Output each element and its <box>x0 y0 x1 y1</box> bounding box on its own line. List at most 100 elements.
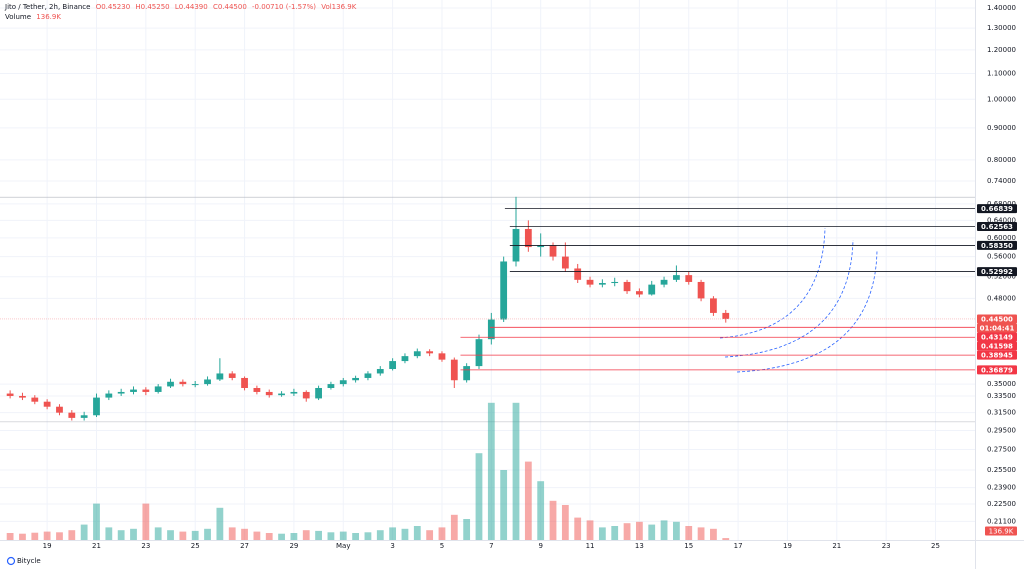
volume-bar <box>635 521 643 540</box>
candle-body <box>315 387 322 399</box>
header-row: Jito / Tether, 2h, Binance O0.45230 H0.4… <box>5 2 356 12</box>
candle-body <box>216 373 224 380</box>
arc <box>736 249 878 373</box>
y-tick-label: 0.27500 <box>987 446 1016 454</box>
y-tick-label: 0.35000 <box>987 380 1016 388</box>
x-tick-label: 19 <box>783 542 792 550</box>
ohlc-open: O0.45230 <box>95 3 131 11</box>
volume-bar <box>710 528 717 540</box>
x-tick-label: 29 <box>289 542 298 550</box>
ohlc-low: L0.44390 <box>174 3 208 11</box>
x-tick-label: 19 <box>43 542 52 550</box>
level-label-box <box>977 365 1017 375</box>
volume-bar <box>241 528 248 540</box>
volume-bar <box>216 507 224 540</box>
x-tick-label: 23 <box>882 542 891 550</box>
y-tick-label: 0.31500 <box>987 409 1016 417</box>
volume-bar <box>389 527 397 540</box>
volume-bar <box>68 530 76 540</box>
candle-body <box>623 281 631 292</box>
y-tick-label: 0.29500 <box>987 426 1016 434</box>
x-tick-label: 25 <box>931 542 940 550</box>
y-tick-label: 0.23900 <box>987 484 1016 492</box>
candle-body <box>241 377 248 388</box>
candle-body <box>228 373 236 378</box>
candle-body <box>574 268 582 280</box>
y-tick-label: 0.33500 <box>987 392 1016 400</box>
x-tick-label: 21 <box>832 542 841 550</box>
candle-body <box>80 415 88 418</box>
y-tick-label: 1.30000 <box>987 24 1016 32</box>
fib-speed-arcs <box>719 227 878 373</box>
candle-body <box>635 291 643 295</box>
candle-body <box>561 256 569 269</box>
volume-bar <box>475 453 483 540</box>
volume-label: 136.9K <box>989 528 1014 536</box>
candle-body <box>93 397 100 416</box>
y-tick-label: 1.40000 <box>987 4 1016 12</box>
price-change: -0.00710 (-1.57%) <box>252 3 316 11</box>
y-tick-label: 0.48000 <box>987 294 1016 302</box>
candle-body <box>142 389 150 392</box>
volume-bar <box>80 524 88 540</box>
candle-body <box>648 284 656 295</box>
volume-bar <box>623 523 631 540</box>
level-label-box <box>977 341 1017 351</box>
volume-bar <box>43 531 51 540</box>
chart-layer <box>0 0 975 540</box>
countdown-label-box <box>977 323 1017 333</box>
volume-bar <box>586 520 594 540</box>
candle-body <box>475 339 483 367</box>
candle-body <box>31 397 39 402</box>
candle-body <box>278 393 285 396</box>
candle-body <box>105 393 113 398</box>
candle-body <box>68 412 76 418</box>
level-label-box <box>977 350 1017 360</box>
volume-title: Volume <box>5 13 32 21</box>
volume-bar <box>413 526 421 540</box>
countdown-label: 01:04:41 <box>980 324 1015 332</box>
brand: Bitycle <box>6 556 41 566</box>
volume-bar <box>117 530 125 540</box>
volume-bar <box>463 519 471 540</box>
level-label-box <box>977 204 1017 214</box>
level-label: 0.38945 <box>981 352 1013 360</box>
level-label: 0.66839 <box>981 205 1013 213</box>
y-tick-label: 1.00000 <box>987 95 1016 103</box>
x-tick-label: 13 <box>635 542 644 550</box>
volume-label-box <box>985 526 1017 536</box>
level-label: 0.52992 <box>981 268 1013 276</box>
candle-body <box>586 279 594 285</box>
ohlc-close: C0.44500 <box>212 3 247 11</box>
candle-body <box>611 281 619 284</box>
candle-body <box>685 275 693 282</box>
candle-body <box>487 319 495 340</box>
volume-bar <box>253 531 261 540</box>
volume-bar <box>574 517 582 540</box>
candle-body <box>327 384 335 388</box>
brand-text: Bitycle <box>17 557 41 565</box>
volume-bar <box>598 527 606 540</box>
candle-body <box>389 361 397 370</box>
y-tick-label: 0.22500 <box>987 500 1016 508</box>
candle-body <box>598 283 606 285</box>
candle-body <box>500 261 508 320</box>
volume-bar <box>487 402 495 540</box>
y-tick-label: 1.10000 <box>987 69 1016 77</box>
volume-bar <box>673 521 680 540</box>
candle-body <box>253 387 261 392</box>
y-tick-label: 0.52000 <box>987 273 1016 281</box>
volume-bar <box>302 530 310 540</box>
candle-body <box>43 401 51 407</box>
candle-body <box>710 298 717 313</box>
ohlc-high: H0.45250 <box>135 3 170 11</box>
candle-body <box>352 377 359 381</box>
overlay-layer: 1.40000 1.30000 1.20000 1.10000 1.00000 0.900… <box>0 4 1017 550</box>
current-price-label-box <box>977 314 1017 324</box>
candle-body <box>130 389 137 392</box>
x-tick-label: 7 <box>489 542 493 550</box>
y-tick-label: 0.68000 <box>987 200 1016 208</box>
volume-bar <box>204 528 211 540</box>
